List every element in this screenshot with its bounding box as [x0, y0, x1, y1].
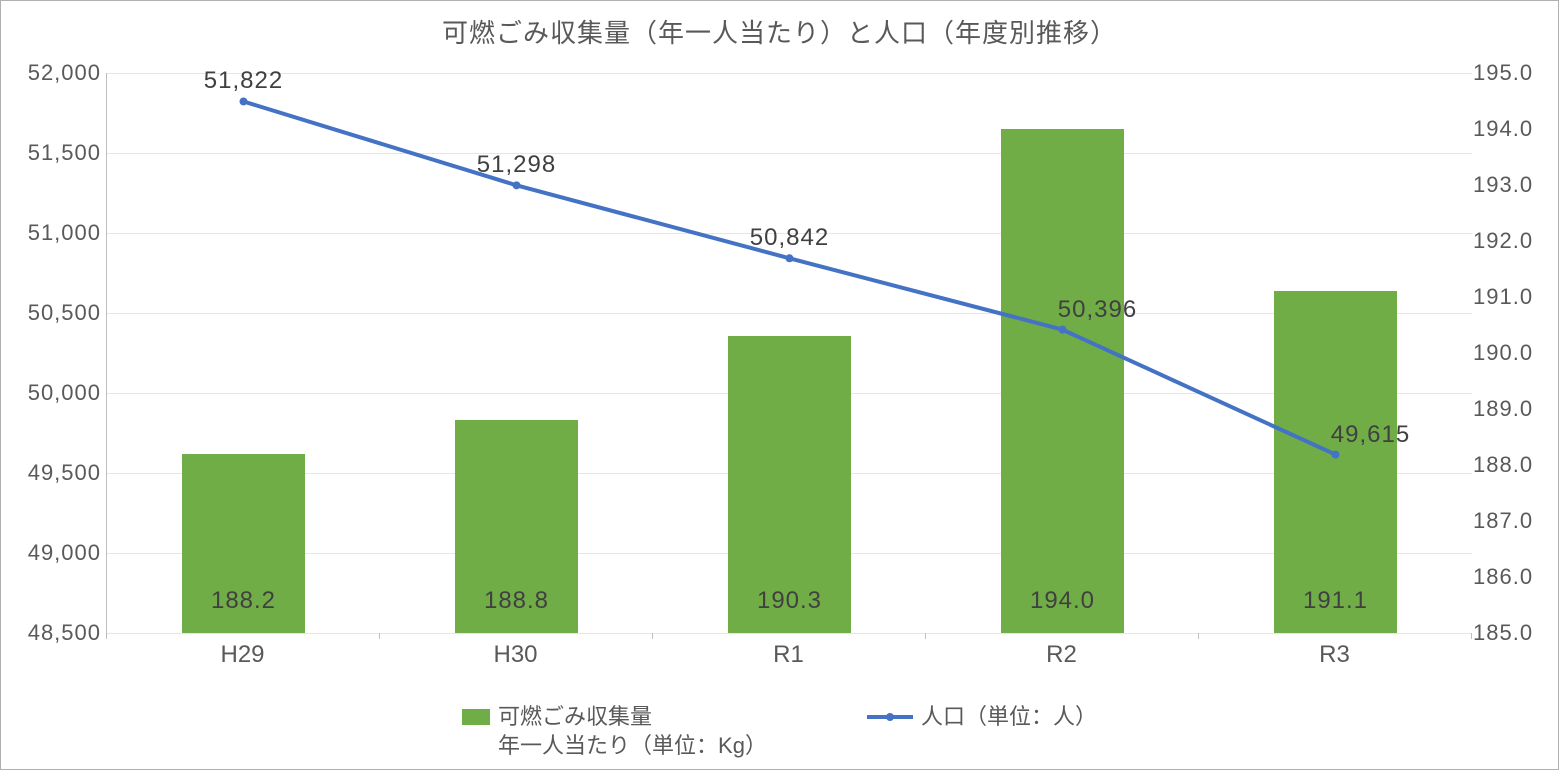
x-tick — [652, 633, 653, 639]
legend-bar-swatch — [462, 709, 490, 725]
line-value-label: 50,396 — [1058, 296, 1137, 324]
gridline — [107, 633, 1472, 634]
line-series — [107, 73, 1472, 633]
legend-line-text: 人口（単位：人） — [921, 702, 1097, 732]
legend-line-swatch — [867, 709, 913, 725]
x-category-label: R3 — [1319, 641, 1350, 669]
x-category-label: R2 — [1046, 641, 1077, 669]
y-right-tick-label: 185.0 — [1473, 620, 1548, 646]
y-right-tick-label: 190.0 — [1473, 340, 1548, 366]
legend-item-bar: 可燃ごみ収集量 年一人当たり（単位：Kg） — [462, 702, 767, 761]
y-right-tick-label: 186.0 — [1473, 564, 1548, 590]
line-marker — [240, 97, 248, 105]
y-left-tick-label: 48,500 — [11, 620, 101, 646]
line-marker — [513, 181, 521, 189]
legend: 可燃ごみ収集量 年一人当たり（単位：Kg） 人口（単位：人） — [1, 702, 1558, 761]
y-left-tick-label: 51,500 — [11, 140, 101, 166]
legend-bar-text: 可燃ごみ収集量 年一人当たり（単位：Kg） — [498, 702, 767, 761]
x-tick — [1198, 633, 1199, 639]
y-right-tick-label: 188.0 — [1473, 452, 1548, 478]
plot-area: 188.2188.8190.3194.0191.151,82251,29850,… — [106, 73, 1472, 634]
x-category-label: R1 — [773, 641, 804, 669]
y-right-tick-label: 195.0 — [1473, 60, 1548, 86]
y-left-tick-label: 52,000 — [11, 60, 101, 86]
y-left-tick-label: 49,000 — [11, 540, 101, 566]
line-marker — [786, 254, 794, 262]
y-left-tick-label: 49,500 — [11, 460, 101, 486]
y-left-tick-label: 50,000 — [11, 380, 101, 406]
bar-value-label: 188.2 — [174, 587, 314, 615]
bar-value-label: 194.0 — [993, 587, 1133, 615]
y-right-tick-label: 191.0 — [1473, 284, 1548, 310]
legend-bar-line2: 年一人当たり（単位：Kg） — [498, 731, 767, 761]
x-tick — [379, 633, 380, 639]
x-tick — [106, 633, 107, 639]
x-category-label: H29 — [220, 641, 264, 669]
line-marker — [1332, 451, 1340, 459]
legend-bar-line1: 可燃ごみ収集量 — [498, 702, 767, 732]
legend-item-line: 人口（単位：人） — [867, 702, 1097, 761]
x-tick — [1471, 633, 1472, 639]
y-left-tick-label: 51,000 — [11, 220, 101, 246]
line-marker — [1059, 326, 1067, 334]
y-right-tick-label: 187.0 — [1473, 508, 1548, 534]
chart-title: 可燃ごみ収集量（年一人当たり）と人口（年度別推移） — [1, 13, 1558, 50]
x-category-label: H30 — [493, 641, 537, 669]
population-line — [244, 101, 1336, 454]
x-tick — [925, 633, 926, 639]
bar-value-label: 191.1 — [1266, 587, 1406, 615]
chart-container: 可燃ごみ収集量（年一人当たり）と人口（年度別推移） 48,500 49,000 49… — [0, 0, 1559, 770]
bar-value-label: 190.3 — [720, 587, 860, 615]
y-right-tick-label: 189.0 — [1473, 396, 1548, 422]
legend-line-line1: 人口（単位：人） — [921, 702, 1097, 732]
y-right-tick-label: 194.0 — [1473, 116, 1548, 142]
line-value-label: 50,842 — [750, 224, 829, 252]
line-value-label: 49,615 — [1331, 421, 1410, 449]
bar-value-label: 188.8 — [447, 587, 587, 615]
line-value-label: 51,822 — [204, 67, 283, 95]
y-right-tick-label: 192.0 — [1473, 228, 1548, 254]
line-value-label: 51,298 — [477, 151, 556, 179]
y-right-tick-label: 193.0 — [1473, 172, 1548, 198]
y-left-tick-label: 50,500 — [11, 300, 101, 326]
